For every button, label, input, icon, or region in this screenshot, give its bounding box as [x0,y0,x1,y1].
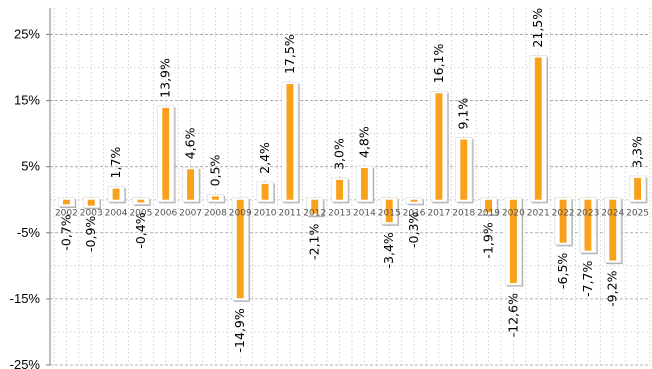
x-tick-label: 2014 [353,209,376,219]
bar [311,199,319,214]
x-tick-label: 2021 [527,209,550,219]
data-label: -14,9% [232,308,247,352]
x-tick-label: 2009 [229,209,252,219]
bar [236,199,244,299]
x-tick-label: 2016 [403,209,426,219]
x-tick-label: 2013 [328,209,351,219]
bar [211,196,219,200]
data-label: 9,1% [456,98,471,130]
bar [485,199,493,213]
data-label: 13,9% [158,58,173,98]
data-label: 21,5% [530,8,545,48]
y-tick-label: -25% [10,357,41,369]
data-label: -0,9% [83,216,98,252]
bar [634,177,642,200]
bar [360,167,368,200]
bar [609,199,617,261]
data-label: 17,5% [282,34,297,74]
x-tick-label: 2023 [576,209,599,219]
bar [162,107,170,200]
x-tick-label: 2020 [502,209,525,219]
x-tick-label: 2018 [452,209,475,219]
data-label: -7,7% [580,261,595,297]
bar [410,199,418,202]
data-label: -0,4% [133,212,148,248]
x-tick-label: 2005 [129,209,152,219]
y-tick-label: 5% [21,159,40,174]
bar [112,188,120,200]
data-label: 4,6% [183,127,198,159]
bar [336,179,344,200]
x-tick-label: 2025 [626,209,649,219]
x-tick-label: 2015 [378,209,401,219]
x-tick-label: 2008 [204,209,227,219]
data-labels: -0,7% -0,9% 1,7% -0,4% 13,9% 4,6% 0,5% -14,9% 2,… [58,8,644,353]
bar [534,57,542,200]
y-axis: -25% -15% -5% 5% 15% 25% [10,8,51,369]
data-label: 0,5% [207,155,222,187]
bar [187,169,195,200]
data-label: -12,6% [505,293,520,337]
data-label: 1,7% [108,147,123,179]
data-label: -6,5% [555,253,570,289]
y-tick-label: -5% [17,225,41,240]
x-tick-label: 2012 [303,209,326,219]
x-tick-label: 2022 [552,209,575,219]
x-tick-label: 2010 [254,209,277,219]
data-label: -1,9% [481,222,496,258]
bar [137,199,145,203]
y-tick-label: -15% [10,291,41,306]
bar [87,199,95,206]
bar [460,139,468,200]
bars-layer [57,55,648,302]
bar [584,199,592,251]
x-tick-label: 2004 [105,209,128,219]
data-label: -0,3% [406,212,421,248]
data-label: 3,3% [630,136,645,168]
bar [261,183,269,200]
x-tick-label: 2002 [55,209,78,219]
x-tick-labels: 2002 2003 2004 2005 2006 2007 2008 2009 2010 2011… [55,209,649,219]
data-label: 2,4% [257,142,272,174]
x-tick-label: 2003 [80,209,103,219]
bar [62,199,70,205]
x-tick-label: 2019 [477,209,500,219]
x-tick-label: 2011 [278,209,301,219]
bar [435,93,443,200]
data-label: 16,1% [431,43,446,83]
data-label: -3,4% [381,232,396,268]
x-tick-label: 2017 [427,209,450,219]
x-tick-label: 2006 [154,209,177,219]
data-label: -9,2% [605,270,620,306]
bar [509,199,517,284]
grid-layer [50,8,651,366]
x-tick-label: 2024 [601,209,624,219]
bar [286,84,294,200]
y-tick-label: 25% [14,26,40,41]
bar [559,199,567,243]
data-label: -2,1% [307,223,322,259]
y-tick-label: 15% [14,93,40,108]
data-label: 4,8% [356,126,371,158]
bar [385,199,393,223]
data-label: 3,0% [332,138,347,170]
data-label: -0,7% [58,214,73,250]
x-tick-label: 2007 [179,209,202,219]
